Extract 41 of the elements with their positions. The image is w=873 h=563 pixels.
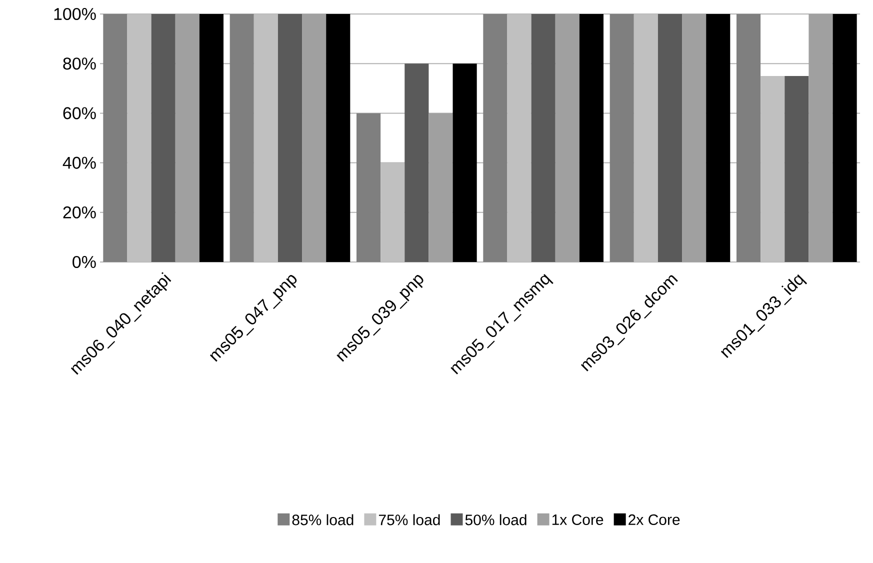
bar	[610, 14, 634, 262]
bar	[356, 113, 381, 262]
y-tick-label: 80%	[63, 58, 96, 70]
bar	[832, 14, 857, 262]
legend-label: 1x Core	[552, 514, 604, 526]
y-tick-label: 20%	[63, 206, 96, 218]
y-tick-label: 0%	[72, 256, 96, 268]
bar	[151, 14, 176, 262]
bar	[808, 14, 833, 262]
bar	[736, 14, 761, 262]
y-tick-label: 40%	[62, 156, 96, 169]
bar	[579, 14, 604, 262]
bar	[127, 14, 152, 262]
bar	[103, 14, 128, 262]
bar	[175, 14, 200, 262]
y-tick-label: 60%	[63, 107, 96, 120]
y-tick-label: 100%	[54, 8, 96, 20]
bar	[302, 14, 326, 262]
legend-label: 75% load	[378, 514, 440, 526]
bar	[230, 14, 254, 262]
bar	[452, 64, 477, 262]
bar	[507, 14, 532, 262]
legend-label: 85% load	[292, 514, 354, 526]
legend-label: 50% load	[465, 514, 526, 526]
bar	[404, 64, 429, 262]
bar	[531, 14, 556, 262]
bar	[760, 76, 785, 262]
bar	[483, 14, 508, 262]
bar	[428, 113, 453, 262]
bar	[555, 14, 580, 262]
bar	[199, 14, 224, 262]
bar	[380, 162, 405, 262]
bar	[326, 14, 350, 262]
bar	[278, 14, 302, 262]
bar	[634, 14, 658, 262]
bar	[658, 14, 682, 262]
legend-label: 2x Core	[628, 514, 680, 526]
bar	[706, 14, 730, 262]
bar	[254, 14, 278, 262]
bar	[682, 14, 706, 262]
bar	[784, 76, 809, 262]
